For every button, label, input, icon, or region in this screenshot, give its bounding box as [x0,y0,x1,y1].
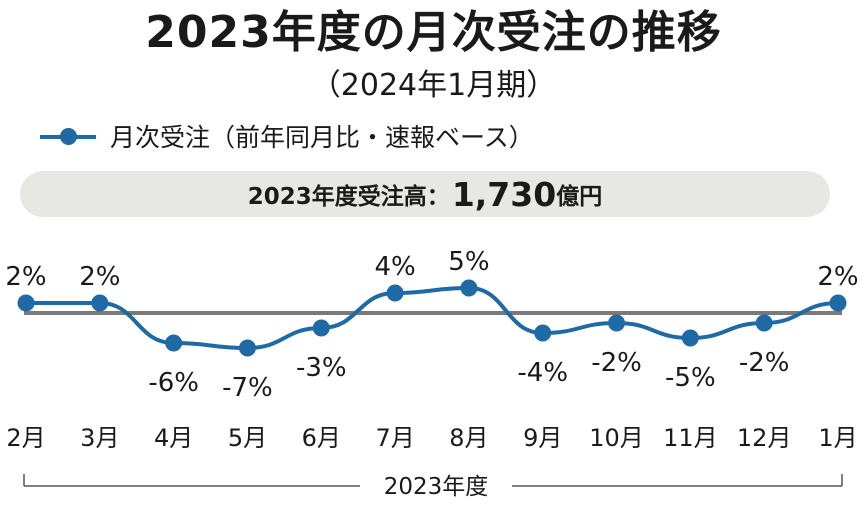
x-tick-label-12: 1月 [818,424,857,452]
chart-title: 2023年度の月次受注の推移 [145,7,722,58]
legend-line-marker-icon [40,125,96,147]
x-tick-label-5: 6月 [302,424,341,452]
x-tick-label-4: 5月 [228,424,267,452]
x-tick-label-3: 4月 [154,424,193,452]
legend-label: 月次受注（前年同月比・速報ベース） [110,123,534,152]
data-label-9: -2% [591,348,642,378]
data-point-8 [534,324,552,342]
data-point-12 [829,294,847,312]
data-label-1: 2% [5,262,46,292]
summary-value: 1,730 [451,174,557,214]
x-tick-label-1: 2月 [6,424,45,452]
summary-unit: 億円 [556,184,603,210]
x-tick-label-8: 9月 [523,424,562,452]
data-label-11: -2% [739,348,790,378]
data-point-11 [755,314,773,332]
data-point-10 [681,329,699,347]
data-point-2 [91,294,109,312]
period-label: 2023年度 [384,474,489,500]
series-line [24,286,840,350]
data-label-7: 5% [448,247,489,277]
data-label-6: 4% [374,252,415,282]
x-tick-label-9: 10月 [589,424,644,452]
chart-subtitle: （2024年1月期） [310,68,557,103]
data-point-1 [17,294,35,312]
data-point-9 [608,314,626,332]
data-label-3: -6% [148,368,199,398]
data-point-3 [165,334,183,352]
x-tick-label-7: 8月 [449,424,488,452]
data-point-6 [386,284,404,302]
data-point-7 [460,279,478,297]
data-label-4: -7% [222,373,273,403]
data-label-12: 2% [817,262,858,292]
data-point-5 [312,319,330,337]
x-tick-label-6: 7月 [375,424,414,452]
x-tick-label-2: 3月 [80,424,119,452]
data-label-10: -5% [665,363,716,393]
period-bracket: 2023年度 [23,474,843,500]
x-tick-label-10: 11月 [663,424,718,452]
data-label-8: -4% [517,358,568,388]
legend: 月次受注（前年同月比・速報ベース） [40,116,534,156]
summary-banner: 2023年度受注高： 1,730 億円 [20,171,830,217]
data-label-5: -3% [296,353,347,383]
summary-label: 2023年度受注高： [247,184,450,210]
data-point-4 [238,339,256,357]
data-label-2: 2% [79,262,120,292]
x-tick-label-11: 12月 [737,424,792,452]
